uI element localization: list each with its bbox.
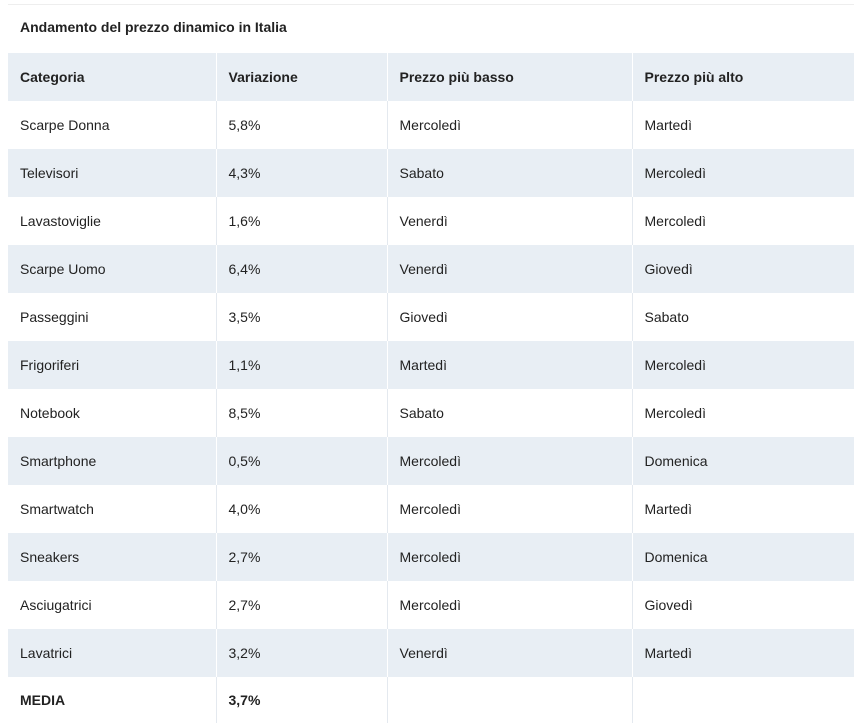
cell-variazione: 1,6% [215,197,387,245]
cell-prezzo-piu-alto: Sabato [631,293,854,341]
table-row: Televisori 4,3% Sabato Mercoledì [8,149,854,197]
cell-categoria: Smartwatch [20,501,94,517]
cell-prezzo-piu-basso: Venerdì [386,197,632,245]
cell-prezzo-piu-alto: Martedì [631,485,854,533]
column-header-categoria: Categoria [20,69,85,85]
cell-categoria: Scarpe Donna [20,117,110,133]
cell-prezzo-piu-alto: Martedì [631,629,854,677]
cell-prezzo-piu-alto: Martedì [631,101,854,149]
cell-variazione: 8,5% [215,389,387,437]
cell-prezzo-piu-alto: Giovedì [631,245,854,293]
table-row: Scarpe Uomo 6,4% Venerdì Giovedì [8,245,854,293]
cell-prezzo-piu-basso: Mercoledì [386,581,632,629]
table-row: Asciugatrici 2,7% Mercoledì Giovedì [8,581,854,629]
column-header-variazione: Variazione [215,53,387,101]
summary-value: 3,7% [215,677,387,723]
top-divider [8,4,854,5]
cell-categoria: Frigoriferi [20,357,80,373]
table-row: Notebook 8,5% Sabato Mercoledì [8,389,854,437]
cell-prezzo-piu-alto: Mercoledì [631,149,854,197]
cell-prezzo-piu-basso: Mercoledì [386,437,632,485]
column-header-prezzo-piu-basso: Prezzo più basso [386,53,632,101]
cell-categoria: Smartphone [20,453,97,469]
cell-prezzo-piu-alto: Mercoledì [631,197,854,245]
cell-variazione: 5,8% [215,101,387,149]
column-header-prezzo-piu-alto: Prezzo più alto [631,53,854,101]
cell-variazione: 1,1% [215,341,387,389]
table-row: Frigoriferi 1,1% Martedì Mercoledì [8,341,854,389]
cell-categoria: Scarpe Uomo [20,261,106,277]
cell-prezzo-piu-basso: Venerdì [386,245,632,293]
summary-label: MEDIA [8,677,216,723]
cell-categoria: Asciugatrici [20,597,92,613]
table-caption: Andamento del prezzo dinamico in Italia [20,19,287,35]
table-row: Smartphone 0,5% Mercoledì Domenica [8,437,854,485]
table-row: Passeggini 3,5% Giovedì Sabato [8,293,854,341]
summary-empty-cell [386,677,632,723]
cell-prezzo-piu-basso: Venerdì [386,629,632,677]
cell-variazione: 4,3% [215,149,387,197]
cell-prezzo-piu-alto: Domenica [631,533,854,581]
table-row: Scarpe Donna 5,8% Mercoledì Martedì [8,101,854,149]
summary-empty-cell [631,677,854,723]
cell-categoria: Televisori [20,165,79,181]
summary-row: MEDIA 3,7% [8,677,854,723]
table-row: Lavatrici 3,2% Venerdì Martedì [8,629,854,677]
table-row: Sneakers 2,7% Mercoledì Domenica [8,533,854,581]
cell-prezzo-piu-alto: Domenica [631,437,854,485]
cell-categoria: Lavastoviglie [20,213,101,229]
cell-categoria: Sneakers [20,549,80,565]
cell-categoria: Passeggini [20,309,89,325]
cell-prezzo-piu-basso: Mercoledì [386,485,632,533]
dynamic-price-table: Categoria Variazione Prezzo più basso Pr… [8,53,854,723]
cell-prezzo-piu-basso: Mercoledì [386,533,632,581]
cell-variazione: 2,7% [215,533,387,581]
cell-prezzo-piu-basso: Giovedì [386,293,632,341]
cell-variazione: 4,0% [215,485,387,533]
cell-prezzo-piu-basso: Mercoledì [386,101,632,149]
cell-prezzo-piu-alto: Giovedì [631,581,854,629]
cell-prezzo-piu-basso: Sabato [386,149,632,197]
cell-prezzo-piu-alto: Mercoledì [631,341,854,389]
cell-prezzo-piu-alto: Mercoledì [631,389,854,437]
cell-variazione: 0,5% [215,437,387,485]
table-row: Smartwatch 4,0% Mercoledì Martedì [8,485,854,533]
cell-variazione: 3,5% [215,293,387,341]
table-header-row: Categoria Variazione Prezzo più basso Pr… [8,53,854,101]
cell-prezzo-piu-basso: Martedì [386,341,632,389]
cell-variazione: 2,7% [215,581,387,629]
cell-categoria: Notebook [20,405,80,421]
table-row: Lavastoviglie 1,6% Venerdì Mercoledì [8,197,854,245]
cell-variazione: 6,4% [215,245,387,293]
cell-categoria: Lavatrici [20,645,73,661]
cell-variazione: 3,2% [215,629,387,677]
cell-prezzo-piu-basso: Sabato [386,389,632,437]
